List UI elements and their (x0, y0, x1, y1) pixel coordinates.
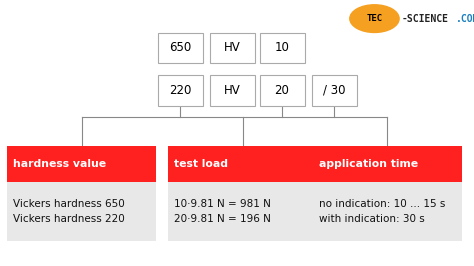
Text: Vickers hardness 650
Vickers hardness 220: Vickers hardness 650 Vickers hardness 22… (13, 199, 125, 224)
FancyBboxPatch shape (157, 33, 202, 63)
Text: TEC: TEC (366, 14, 383, 23)
FancyBboxPatch shape (311, 75, 356, 106)
Text: 650: 650 (169, 41, 191, 54)
Text: .COM: .COM (456, 14, 474, 24)
FancyBboxPatch shape (7, 182, 156, 241)
Text: hardness value: hardness value (13, 159, 106, 169)
Text: 10·9.81 N = 981 N
20·9.81 N = 196 N: 10·9.81 N = 981 N 20·9.81 N = 196 N (174, 199, 271, 224)
Text: 220: 220 (169, 84, 191, 97)
Text: 10: 10 (274, 41, 290, 54)
Text: / 30: / 30 (323, 84, 346, 97)
Text: 20: 20 (274, 84, 290, 97)
FancyBboxPatch shape (168, 146, 318, 182)
FancyBboxPatch shape (259, 75, 304, 106)
FancyBboxPatch shape (7, 146, 156, 182)
FancyBboxPatch shape (157, 75, 202, 106)
FancyBboxPatch shape (210, 75, 255, 106)
FancyBboxPatch shape (313, 182, 462, 241)
Text: no indication: 10 ... 15 s
with indication: 30 s: no indication: 10 ... 15 s with indicati… (319, 199, 445, 224)
Text: application time: application time (319, 159, 418, 169)
Text: HV: HV (224, 41, 241, 54)
FancyBboxPatch shape (313, 146, 462, 182)
Text: HV: HV (224, 84, 241, 97)
FancyBboxPatch shape (210, 33, 255, 63)
FancyBboxPatch shape (259, 33, 304, 63)
Text: -SCIENCE: -SCIENCE (401, 14, 448, 24)
Circle shape (350, 5, 399, 32)
Text: test load: test load (174, 159, 228, 169)
FancyBboxPatch shape (168, 182, 318, 241)
